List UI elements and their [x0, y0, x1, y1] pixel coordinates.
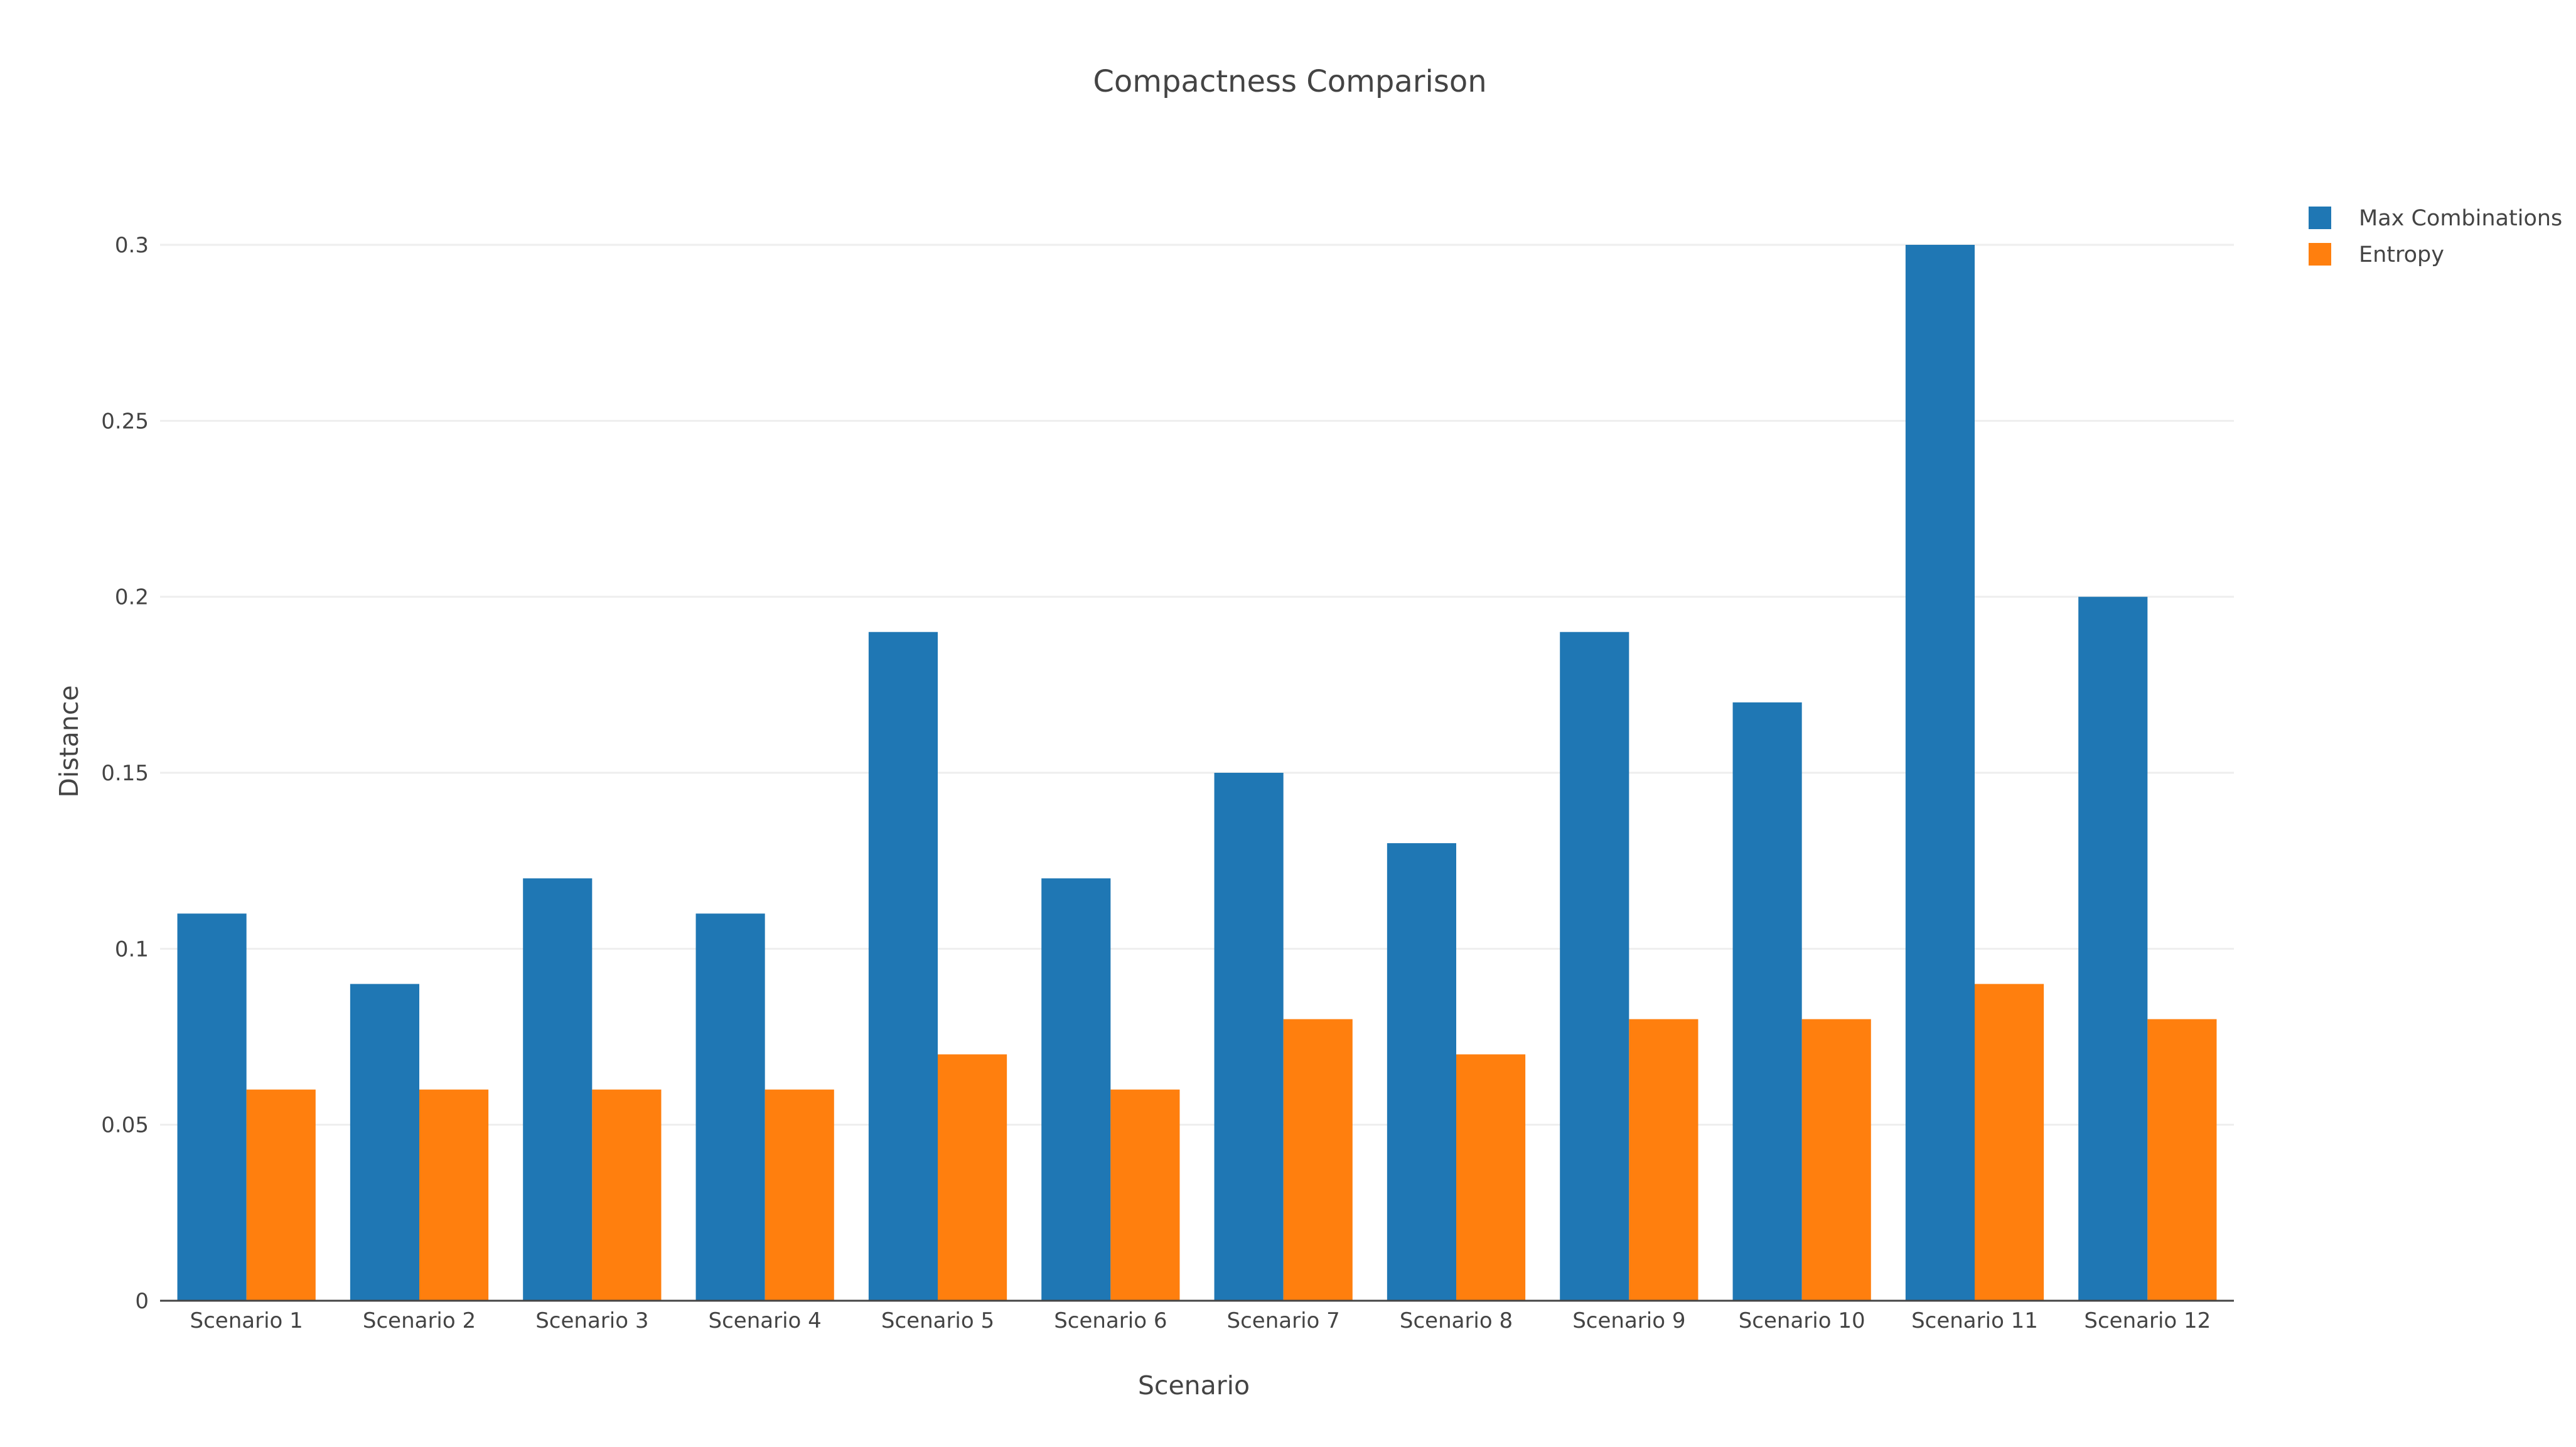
x-axis-title: Scenario — [1138, 1370, 1250, 1401]
bar-max-combinations — [1041, 878, 1111, 1301]
bar-entropy — [1110, 1089, 1180, 1301]
legend-swatch — [2309, 207, 2331, 229]
bar-entropy — [1629, 1019, 1699, 1301]
bar-max-combinations — [695, 913, 765, 1301]
bar-max-combinations — [1560, 632, 1629, 1301]
legend: Max Combinations Entropy — [2309, 206, 2562, 267]
bar-entropy — [2147, 1019, 2217, 1301]
bar-max-combinations — [350, 984, 419, 1301]
bar-entropy — [246, 1089, 316, 1301]
legend-label: Max Combinations — [2359, 206, 2562, 231]
legend-label: Entropy — [2359, 242, 2444, 267]
bar-entropy — [1801, 1019, 1871, 1301]
y-tick-label: 0.1 — [115, 937, 149, 962]
bar-max-combinations — [1732, 702, 1802, 1301]
bar-entropy — [938, 1054, 1007, 1301]
x-tick-label: Scenario 4 — [709, 1308, 822, 1333]
bar-entropy — [592, 1089, 662, 1301]
x-tick-label: Scenario 3 — [535, 1308, 648, 1333]
x-tick-labels: Scenario 1 Scenario 2 Scenario 3 Scenario 4… — [190, 1308, 2211, 1333]
y-tick-label: 0.15 — [101, 761, 149, 786]
bar-entropy — [419, 1089, 489, 1301]
x-tick-label: Scenario 11 — [1911, 1308, 2038, 1333]
bar-entropy — [1975, 984, 2044, 1301]
y-tick-label: 0.3 — [115, 233, 149, 258]
bars — [177, 245, 2217, 1301]
bar-entropy — [1283, 1019, 1353, 1301]
bar-max-combinations — [2078, 596, 2148, 1301]
x-tick-label: Scenario 12 — [2084, 1308, 2211, 1333]
bar-max-combinations — [1387, 843, 1456, 1301]
y-tick-label: 0.05 — [101, 1113, 149, 1138]
bar-max-combinations — [523, 878, 593, 1301]
chart-title: Compactness Comparison — [1093, 64, 1486, 99]
bar-max-combinations — [868, 632, 938, 1301]
bar-max-combinations — [1905, 245, 1975, 1301]
x-tick-label: Scenario 5 — [881, 1308, 994, 1333]
y-tick-label: 0.2 — [115, 585, 149, 610]
bar-max-combinations — [1214, 773, 1284, 1301]
bar-entropy — [765, 1089, 834, 1301]
legend-swatch — [2309, 243, 2331, 266]
bar-entropy — [1456, 1054, 1526, 1301]
x-tick-label: Scenario 7 — [1227, 1308, 1340, 1333]
y-tick-labels: 0 0.05 0.1 0.15 0.2 0.25 0.3 — [101, 233, 149, 1314]
x-tick-label: Scenario 6 — [1054, 1308, 1167, 1333]
bar-max-combinations — [177, 913, 247, 1301]
x-tick-label: Scenario 8 — [1400, 1308, 1513, 1333]
gridlines — [160, 244, 2234, 1126]
x-tick-label: Scenario 1 — [190, 1308, 303, 1333]
y-tick-label: 0.25 — [101, 409, 149, 434]
x-tick-label: Scenario 2 — [363, 1308, 476, 1333]
y-axis-title: Distance — [54, 685, 84, 797]
x-tick-label: Scenario 9 — [1572, 1308, 1685, 1333]
y-tick-label: 0 — [135, 1289, 149, 1314]
x-tick-label: Scenario 10 — [1739, 1308, 1865, 1333]
